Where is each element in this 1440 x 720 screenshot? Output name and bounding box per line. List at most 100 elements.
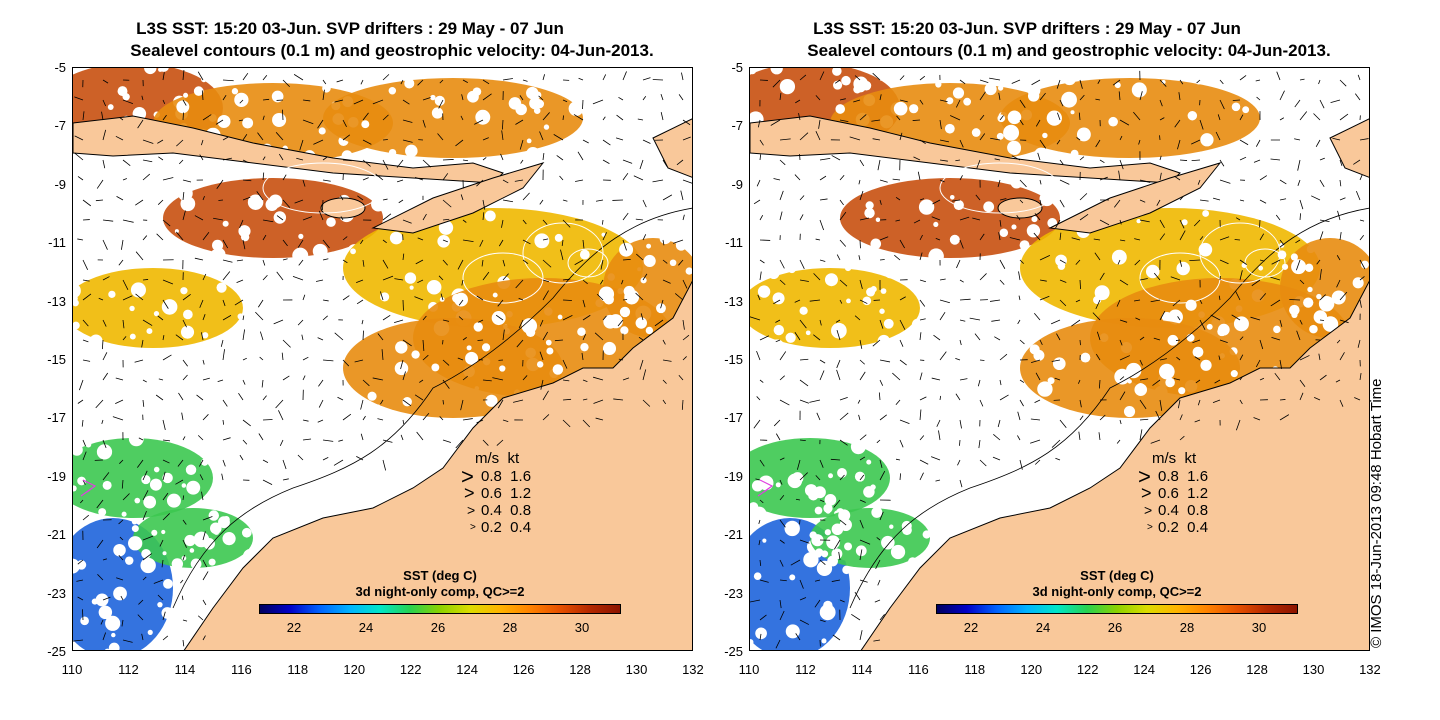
velocity-arrow <box>182 495 185 501</box>
velocity-arrow <box>799 399 809 404</box>
velocity-arrow <box>1359 219 1365 222</box>
velocity-arrow <box>182 374 188 381</box>
x-tick-label: 120 <box>1020 662 1043 677</box>
velocity-arrow <box>522 375 528 381</box>
velocity-arrow <box>122 178 127 181</box>
velocity-arrow <box>202 516 213 521</box>
velocity-arrow <box>422 159 432 168</box>
velocity-arrow <box>1199 199 1209 202</box>
velocity-arrow <box>919 372 923 381</box>
velocity-arrow <box>282 199 291 208</box>
velocity-arrow <box>833 539 841 550</box>
velocity-arrow <box>919 99 924 105</box>
velocity-arrow <box>637 118 644 121</box>
velocity-arrow <box>1339 399 1344 407</box>
velocity-arrow <box>1019 379 1025 383</box>
cloud-gap <box>659 232 672 245</box>
cloud-gap <box>341 150 353 162</box>
velocity-arrow <box>218 199 224 201</box>
cloud-gap <box>75 268 86 280</box>
velocity-arrow <box>830 458 841 461</box>
velocity-arrow <box>1357 74 1361 81</box>
velocity-arrow <box>82 451 87 461</box>
velocity-arrow <box>419 379 424 383</box>
velocity-arrow <box>879 199 882 205</box>
velocity-arrow <box>257 132 264 141</box>
velocity-arrow <box>101 339 104 350</box>
velocity-arrow <box>1219 339 1228 344</box>
map-area[interactable]: m/s kt 0.8 1.6 >0.6 1.2 >0.4 0.8 >0.2 0.4 > SS… <box>72 67 693 651</box>
y-tick-label: -19 <box>47 468 66 484</box>
velocity-arrow <box>1079 399 1082 408</box>
velocity-arrow <box>462 239 474 243</box>
cloud-gap <box>1303 297 1314 308</box>
velocity-arrow <box>854 75 861 81</box>
cloud-gap <box>1290 253 1298 261</box>
cloud-gap <box>643 254 656 268</box>
velocity-arrow <box>1139 91 1143 101</box>
velocity-arrow <box>1079 94 1085 101</box>
velocity-arrow <box>660 299 664 309</box>
map-area[interactable]: m/s kt 0.8 1.6 >0.6 1.2 >0.4 0.8 >0.2 0.4 > SS… <box>749 67 1370 651</box>
x-tick-label: 110 <box>61 662 83 677</box>
colorbar <box>259 604 621 614</box>
cloud-gap <box>1070 110 1075 115</box>
cloud-gap <box>946 97 954 105</box>
velocity-arrow <box>382 159 389 170</box>
velocity-arrow <box>202 571 209 581</box>
velocity-arrow <box>836 254 841 261</box>
cloud-gap <box>870 238 882 250</box>
velocity-arrow <box>931 456 941 461</box>
velocity-arrow <box>662 194 673 201</box>
velocity-arrow <box>476 419 484 424</box>
velocity-arrow <box>859 190 864 201</box>
velocity-arrow <box>294 199 304 204</box>
velocity-arrow <box>1271 259 1281 265</box>
velocity-arrow <box>122 639 133 643</box>
velocity-arrow <box>956 259 961 269</box>
velocity-arrow <box>977 379 981 387</box>
velocity-arrow <box>662 279 671 284</box>
cloud-gap <box>881 68 893 74</box>
velocity-arrow <box>202 414 209 421</box>
velocity-arrow <box>1235 217 1241 221</box>
cloud-gap <box>1037 381 1053 397</box>
cloud-gap <box>1114 82 1121 89</box>
velocity-arrow <box>682 279 688 289</box>
velocity-arrow <box>333 459 344 466</box>
velocity-arrow <box>296 157 304 161</box>
velocity-arrow <box>919 234 923 241</box>
velocity-arrow <box>1159 155 1162 161</box>
velocity-arrow <box>1339 352 1345 361</box>
velocity-arrow <box>142 319 153 326</box>
cloud-gap <box>404 78 415 89</box>
velocity-arrow <box>794 332 801 341</box>
velocity-arrow <box>1239 139 1249 146</box>
velocity-arrow <box>162 439 171 442</box>
cloud-gap <box>157 602 163 608</box>
velocity-arrow <box>839 239 847 247</box>
velocity-arrow <box>642 273 648 281</box>
velocity-arrow <box>238 119 244 122</box>
velocity-arrow <box>501 130 504 141</box>
cloud-gap <box>1034 147 1049 162</box>
cloud-gap <box>755 627 767 640</box>
velocity-arrow <box>222 79 234 82</box>
cloud-gap <box>883 318 894 329</box>
velocity-arrow <box>182 436 186 441</box>
velocity-arrow <box>417 79 424 86</box>
velocity-arrow <box>142 553 152 561</box>
velocity-arrow <box>460 399 464 411</box>
cloud-gap <box>933 221 939 227</box>
velocity-arrow <box>102 439 107 448</box>
velocity-arrow <box>1179 414 1183 421</box>
velocity-arrow <box>242 379 246 385</box>
velocity-arrow <box>1337 210 1341 221</box>
velocity-arrow <box>1139 336 1145 341</box>
velocity-arrow <box>157 199 164 205</box>
velocity-arrow <box>759 154 762 161</box>
cloud-gap <box>222 220 229 227</box>
velocity-arrow <box>955 393 961 401</box>
cloud-gap <box>828 473 834 479</box>
cloud-gap <box>240 232 250 242</box>
